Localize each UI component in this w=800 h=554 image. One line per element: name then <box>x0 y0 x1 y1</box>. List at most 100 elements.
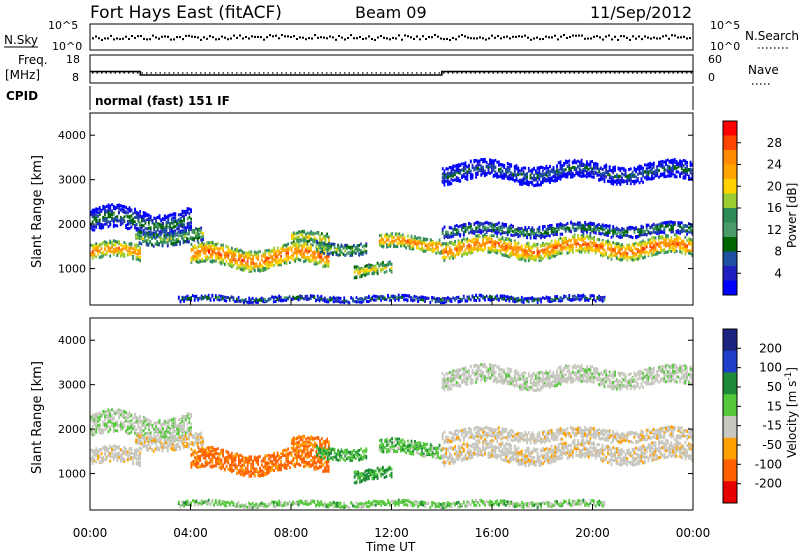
power-cell <box>313 296 316 299</box>
power-cell <box>104 247 106 251</box>
power-cell <box>482 225 484 229</box>
power-cell <box>584 224 586 228</box>
power-cell <box>132 221 134 225</box>
freq-left-tick-high: 18 <box>66 53 80 66</box>
power-cell <box>413 294 416 298</box>
power-cell <box>112 252 115 256</box>
power-cell <box>91 228 94 232</box>
power-cell <box>659 241 662 245</box>
power-cell <box>531 299 534 303</box>
power-cell <box>283 298 286 302</box>
power-cell <box>508 167 511 171</box>
power-cell <box>373 294 375 298</box>
power-cell <box>195 255 198 259</box>
power-cell <box>564 295 567 298</box>
power-cell <box>499 240 502 244</box>
noise-point <box>251 35 253 38</box>
power-cell <box>367 296 370 299</box>
noise-point <box>362 38 364 40</box>
power-cell <box>287 247 289 251</box>
power-cell <box>508 162 511 166</box>
power-cell <box>357 297 360 301</box>
power-cell <box>573 294 576 298</box>
nsearch-label: N.Search <box>745 29 799 43</box>
power-cell <box>401 242 404 246</box>
power-cell <box>645 233 648 237</box>
power-cell <box>148 213 150 217</box>
power-cell <box>434 297 437 301</box>
power-cell <box>206 242 209 246</box>
power-cell <box>654 227 657 231</box>
power-cell <box>201 259 203 263</box>
power-cell <box>153 228 156 232</box>
power-cell <box>498 225 500 229</box>
power-cell <box>285 254 288 258</box>
power-cell <box>220 255 223 258</box>
power-cell <box>596 238 599 241</box>
power-cell <box>325 259 328 263</box>
power-cell <box>394 244 397 248</box>
power-cell <box>104 219 106 222</box>
power-cell <box>506 177 509 180</box>
power-cell <box>587 224 590 228</box>
power-cell <box>654 224 657 228</box>
power-cell <box>398 236 401 240</box>
power-cell <box>615 232 618 236</box>
noise-point <box>92 37 94 40</box>
power-cell <box>679 250 681 254</box>
power-cell <box>629 247 632 250</box>
power-cell <box>485 230 488 234</box>
power-cell <box>186 209 189 213</box>
power-cell <box>104 211 106 215</box>
power-cell <box>119 215 122 219</box>
power-cell <box>575 295 578 299</box>
power-cell <box>351 250 354 253</box>
power-cell <box>445 172 448 176</box>
power-cell <box>501 294 504 298</box>
power-cell <box>480 222 483 226</box>
power-cell <box>309 294 312 298</box>
power-cell <box>357 267 360 271</box>
power-cell <box>278 298 280 302</box>
power-cell <box>227 254 230 258</box>
power-cell <box>542 226 544 230</box>
power-cell <box>607 256 609 260</box>
power-cell <box>475 241 477 245</box>
power-cell <box>420 298 423 301</box>
power-cell <box>320 232 323 236</box>
power-cell <box>529 254 532 258</box>
power-cell <box>231 258 233 261</box>
power-cell <box>640 228 643 232</box>
power-cell <box>98 249 101 253</box>
noise-point <box>584 37 586 40</box>
power-cell <box>269 264 272 268</box>
power-cell <box>536 251 539 255</box>
power-cell <box>308 236 311 240</box>
noise-point <box>545 35 547 38</box>
power-cell <box>419 238 422 242</box>
power-cell <box>513 297 516 301</box>
power-cell <box>390 266 393 270</box>
power-cell <box>494 223 497 227</box>
power-cell <box>670 246 673 250</box>
power-cell <box>652 253 655 257</box>
power-cell <box>142 236 145 240</box>
power-cell <box>515 233 518 236</box>
power-cell <box>163 234 166 238</box>
power-cell <box>285 258 288 262</box>
power-cell <box>206 255 209 259</box>
power-cell <box>485 164 488 168</box>
noise-point <box>569 36 571 38</box>
power-cell <box>469 176 472 180</box>
power-cell <box>538 230 541 234</box>
power-cell <box>347 251 350 255</box>
noise-point <box>344 38 346 41</box>
power-cell <box>485 294 488 298</box>
power-cell <box>179 242 181 245</box>
power-cell <box>584 236 586 240</box>
power-cell <box>457 168 460 172</box>
power-cell <box>272 300 275 304</box>
power-cell <box>417 242 420 246</box>
power-cell <box>378 243 381 247</box>
power-cell <box>172 216 175 220</box>
